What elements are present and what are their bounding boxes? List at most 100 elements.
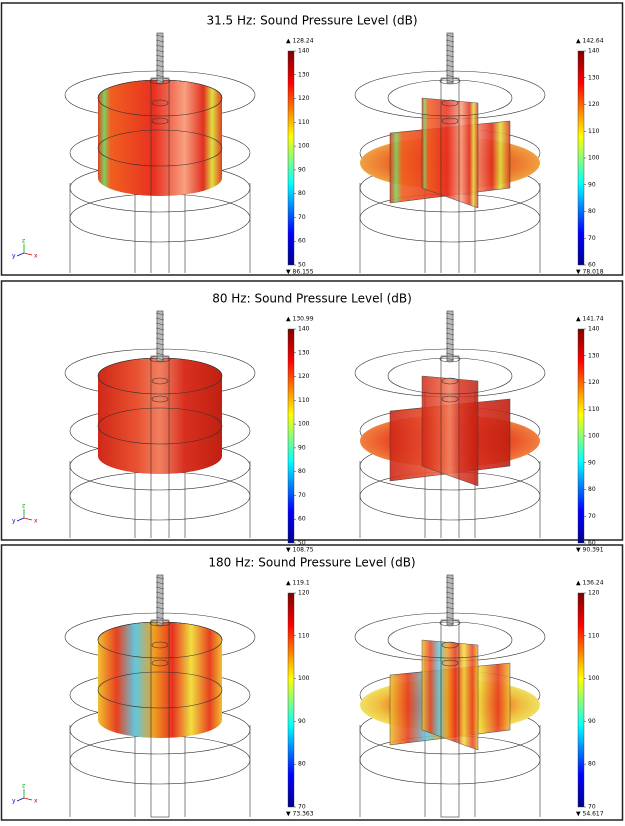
- stack-ring: [155, 312, 165, 316]
- wire-ring: [441, 117, 459, 125]
- stack-ring: [445, 317, 455, 321]
- axis-label: y: [12, 798, 16, 805]
- wire-ring: [151, 99, 169, 107]
- stack-ring: [155, 79, 165, 83]
- colorbar-tick-label: 90: [298, 444, 306, 451]
- wire-ring: [359, 735, 541, 785]
- stack: [156, 574, 164, 626]
- wire-ring: [151, 395, 169, 403]
- stack-ring: [155, 337, 165, 341]
- colorbar: [577, 50, 585, 266]
- wire-ring: [359, 471, 541, 521]
- colorbar-tick-label: 110: [298, 632, 310, 639]
- colorbar-tick-label: 90: [588, 459, 596, 466]
- stack-ring: [155, 581, 165, 585]
- colorbar-tick-label: 60: [588, 540, 596, 547]
- colorbar-tick-label: 90: [298, 166, 306, 173]
- axis-arrow: [23, 517, 33, 521]
- colorbar-tick-label: 140: [588, 48, 600, 55]
- panel: 31.5 Hz: Sound Pressure Level (dB) ▲ 128.…: [0, 2, 624, 276]
- stack-ring: [155, 357, 165, 361]
- colorbar-tick-label: 110: [588, 406, 600, 413]
- stack-ring: [155, 616, 165, 620]
- colorbar-tick-label: 120: [588, 590, 600, 597]
- colorbar-tick-label: 100: [298, 421, 310, 428]
- stack-ring: [445, 621, 455, 625]
- colorbar-tick-label: 120: [588, 101, 600, 108]
- colorbar-tick-label: 120: [298, 95, 310, 102]
- colorbar-tick-label: 70: [298, 804, 306, 811]
- colorbar-tick-label: 120: [298, 373, 310, 380]
- stack-ring: [155, 39, 165, 43]
- colorbar-tick-label: 100: [298, 675, 310, 682]
- wire-ring: [151, 117, 169, 125]
- colorbar-tick-label: 100: [588, 433, 600, 440]
- colorbar-tick-label: 70: [298, 214, 306, 221]
- stack-ring: [445, 69, 455, 73]
- colorbar-min: ▼ 78.018: [576, 269, 604, 276]
- colorbar-min: ▼ 90.391: [576, 547, 604, 554]
- stack-ring: [155, 44, 165, 48]
- panel-border: [0, 280, 624, 541]
- panel-title: 80 Hz: Sound Pressure Level (dB): [212, 292, 412, 306]
- stack-ring: [445, 347, 455, 351]
- colorbar-tick-label: 110: [588, 128, 600, 135]
- colorbar-tick-label: 100: [298, 143, 310, 150]
- stack-ring: [155, 606, 165, 610]
- panel-border: [0, 544, 624, 821]
- colorbar-tick-label: 110: [588, 632, 600, 639]
- axis-label: x: [34, 798, 38, 805]
- axis-arrow: [16, 797, 25, 802]
- stack-ring: [445, 337, 455, 341]
- wire-ring: [441, 395, 459, 403]
- wire-ring: [97, 129, 223, 167]
- stack: [156, 310, 164, 362]
- axis-arrow: [16, 517, 25, 522]
- stack-ring: [155, 576, 165, 580]
- stack-ring: [445, 576, 455, 580]
- stack-ring: [445, 54, 455, 58]
- panel: 180 Hz: Sound Pressure Level (dB) ▲ 119.1…: [0, 544, 624, 821]
- colorbar-tick-label: 90: [298, 718, 306, 725]
- axis-arrow: [23, 252, 33, 256]
- wire-ring: [439, 619, 461, 627]
- stack-ring: [445, 611, 455, 615]
- stack-ring: [445, 312, 455, 316]
- stack-ring: [445, 39, 455, 43]
- stack: [156, 32, 164, 84]
- colorbar-tick-label: 130: [298, 349, 310, 356]
- colorbar-tick-label: 80: [298, 190, 306, 197]
- stack-ring: [445, 342, 455, 346]
- colorbar-tick-label: 60: [298, 516, 306, 523]
- stack-ring: [155, 352, 165, 356]
- wire-ring: [439, 77, 461, 85]
- axis-label: z: [22, 783, 25, 790]
- stack-ring: [155, 322, 165, 326]
- panel-title: 31.5 Hz: Sound Pressure Level (dB): [206, 14, 417, 28]
- stack-ring: [155, 64, 165, 68]
- colorbar-tick-label: 90: [588, 718, 596, 725]
- stack-ring: [155, 34, 165, 38]
- stack-ring: [445, 322, 455, 326]
- wire-ring: [151, 641, 169, 649]
- stack-ring: [155, 591, 165, 595]
- colorbar-max: ▲ 142.64: [576, 38, 604, 45]
- colorbar-tick-label: 130: [588, 74, 600, 81]
- colorbar-max: ▲ 141.74: [576, 316, 604, 323]
- stack-ring: [445, 44, 455, 48]
- stack-ring: [445, 606, 455, 610]
- colorbar-tick-label: 100: [588, 675, 600, 682]
- stack-ring: [445, 332, 455, 336]
- colorbar-min: ▼ 86.155: [286, 269, 314, 276]
- surface-band-bottom: [98, 438, 222, 474]
- wire-ring: [441, 377, 459, 385]
- stack-ring: [445, 596, 455, 600]
- stack-ring: [445, 586, 455, 590]
- stack-ring: [155, 347, 165, 351]
- stack-ring: [445, 327, 455, 331]
- colorbar: [287, 50, 295, 266]
- stack-ring: [445, 79, 455, 83]
- stack-ring: [445, 352, 455, 356]
- wire-ring: [149, 77, 171, 85]
